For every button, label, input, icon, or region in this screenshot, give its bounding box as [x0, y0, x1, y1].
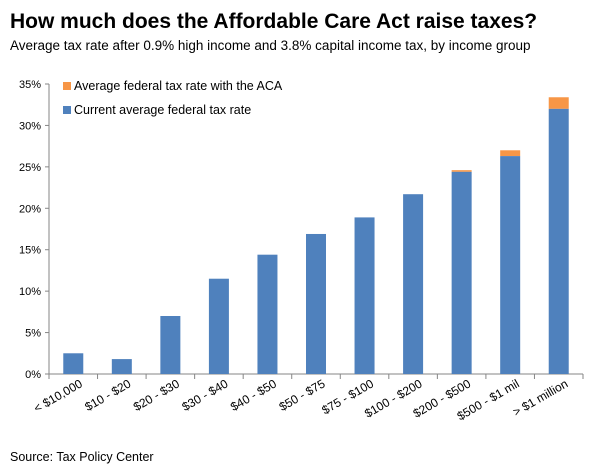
y-tick-label: 20% — [19, 203, 41, 215]
bar-current — [500, 156, 521, 374]
x-tick-label: < $10,000 — [31, 376, 85, 415]
legend: Average federal tax rate with the ACA Cu… — [63, 79, 283, 117]
bar-current — [354, 217, 375, 374]
bar-current — [306, 233, 326, 374]
bar-current — [257, 254, 278, 374]
bar-aca-increase — [548, 97, 569, 109]
legend-swatch-aca — [63, 82, 71, 90]
bar-current — [208, 278, 229, 374]
bar-aca-increase — [451, 170, 472, 172]
chart-title: How much does the Affordable Care Act ra… — [10, 10, 537, 33]
x-tick-label: $40 - $50 — [228, 376, 279, 414]
bar-current — [160, 316, 181, 374]
bar-current — [63, 353, 84, 374]
y-tick-label: 15% — [19, 245, 41, 257]
plot-area: 0% 5% 10% 15% 20% 25% 30% 35% < $10,000$10 - $20… — [19, 79, 584, 423]
y-tick-label: 10% — [19, 286, 41, 298]
legend-label-aca: Average federal tax rate with the ACA — [74, 79, 283, 93]
bar-current — [403, 194, 424, 374]
y-tick-label: 25% — [19, 162, 41, 174]
bar-current — [451, 171, 472, 374]
bar-current — [548, 108, 569, 374]
bar-current — [111, 359, 132, 374]
chart-subtitle: Average tax rate after 0.9% high income … — [10, 38, 531, 53]
legend-swatch-current — [63, 106, 71, 114]
source-note: Source: Tax Policy Center — [10, 450, 154, 464]
y-tick-label: 35% — [19, 79, 41, 91]
y-tick-label: 5% — [25, 328, 41, 340]
y-tick-label: 30% — [19, 120, 41, 132]
x-tick-label: $30 - $40 — [179, 376, 230, 414]
bar-aca-increase — [500, 150, 521, 157]
x-tick-label: $20 - $30 — [131, 376, 182, 414]
legend-label-current: Current average federal tax rate — [74, 103, 251, 117]
x-tick-label: > $1 million — [510, 376, 570, 419]
x-tick-label: $10 - $20 — [82, 376, 133, 414]
y-tick-label: 0% — [25, 369, 41, 381]
